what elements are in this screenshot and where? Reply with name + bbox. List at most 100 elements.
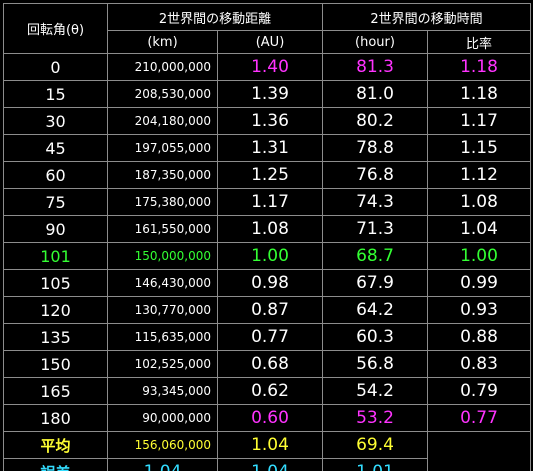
table-row: 150 102,525,000 0.68 56.8 0.83 [3,350,531,378]
header-distance-group: 2世界間の移動距離 [107,3,323,31]
angle-cell: 101 [3,242,108,270]
hour-cell: 54.2 [322,377,428,405]
ratio-cell: 0.88 [427,323,531,351]
average-row: 平均 156,060,000 1.04 69.4 [3,431,531,471]
table-row: 120 130,770,000 0.87 64.2 0.93 [3,296,531,324]
au-cell: 1.00 [217,242,323,270]
angle-cell: 0 [3,53,108,81]
error-hour: 1.01 [322,458,428,471]
hour-cell: 80.2 [322,107,428,135]
hour-cell: 64.2 [322,296,428,324]
km-cell: 210,000,000 [107,53,218,81]
average-km: 156,060,000 [107,431,218,459]
ratio-cell: 1.00 [427,242,531,270]
km-cell: 130,770,000 [107,296,218,324]
average-au: 1.04 [217,431,323,459]
km-cell: 93,345,000 [107,377,218,405]
au-cell: 0.62 [217,377,323,405]
hour-cell: 81.0 [322,80,428,108]
au-cell: 1.31 [217,134,323,162]
hour-cell: 81.3 [322,53,428,81]
au-cell: 1.39 [217,80,323,108]
km-cell: 204,180,000 [107,107,218,135]
km-cell: 102,525,000 [107,350,218,378]
ratio-cell: 0.83 [427,350,531,378]
error-km: 1.04 [107,458,218,471]
ratio-cell: 1.08 [427,188,531,216]
header-unit-km: (km) [107,30,218,54]
error-label: 誤差 [3,458,108,471]
angle-cell: 105 [3,269,108,297]
angle-cell: 45 [3,134,108,162]
angle-cell: 30 [3,107,108,135]
au-cell: 0.68 [217,350,323,378]
angle-cell: 60 [3,161,108,189]
au-cell: 0.77 [217,323,323,351]
hour-cell: 53.2 [322,404,428,432]
km-cell: 187,350,000 [107,161,218,189]
au-cell: 0.98 [217,269,323,297]
hour-cell: 68.7 [322,242,428,270]
km-cell: 150,000,000 [107,242,218,270]
table-row: 135 115,635,000 0.77 60.3 0.88 [3,323,531,351]
table-row: 165 93,345,000 0.62 54.2 0.79 [3,377,531,405]
ratio-cell: 1.15 [427,134,531,162]
angle-cell: 150 [3,350,108,378]
header-unit-hour: (hour) [322,30,428,54]
table-row: 0 210,000,000 1.40 81.3 1.18 [3,53,531,81]
km-cell: 146,430,000 [107,269,218,297]
angle-cell: 75 [3,188,108,216]
angle-cell: 120 [3,296,108,324]
header-time-group: 2世界間の移動時間 [322,3,531,31]
hour-cell: 67.9 [322,269,428,297]
au-cell: 1.08 [217,215,323,243]
km-cell: 175,380,000 [107,188,218,216]
header-angle: 回転角(θ) [3,3,108,54]
ratio-cell: 1.04 [427,215,531,243]
hour-cell: 76.8 [322,161,428,189]
au-cell: 1.17 [217,188,323,216]
au-cell: 0.87 [217,296,323,324]
ratio-cell: 1.18 [427,80,531,108]
table-row: 90 161,550,000 1.08 71.3 1.04 [3,215,531,243]
table-row: 180 90,000,000 0.60 53.2 0.77 [3,404,531,432]
ratio-cell: 0.79 [427,377,531,405]
error-au: 1.04 [217,458,323,471]
ratio-cell: 1.18 [427,53,531,81]
km-cell: 90,000,000 [107,404,218,432]
angle-cell: 90 [3,215,108,243]
header-ratio: 比率 [427,30,531,54]
table-row: 75 175,380,000 1.17 74.3 1.08 [3,188,531,216]
table-row: 30 204,180,000 1.36 80.2 1.17 [3,107,531,135]
angle-cell: 135 [3,323,108,351]
error-row: 誤差1.041.041.01 [3,458,531,471]
au-cell: 0.60 [217,404,323,432]
distance-time-table: 回転角(θ) 2世界間の移動距離 2世界間の移動時間 (km) (AU) (ho… [3,3,531,471]
km-cell: 197,055,000 [107,134,218,162]
km-cell: 161,550,000 [107,215,218,243]
average-label: 平均 [3,431,108,459]
header-row-1: 回転角(θ) 2世界間の移動距離 2世界間の移動時間 [3,3,531,54]
hour-cell: 60.3 [322,323,428,351]
au-cell: 1.25 [217,161,323,189]
ratio-cell: 1.17 [427,107,531,135]
table-row: 60 187,350,000 1.25 76.8 1.12 [3,161,531,189]
au-cell: 1.40 [217,53,323,81]
angle-cell: 15 [3,80,108,108]
hour-cell: 71.3 [322,215,428,243]
table-row: 101 150,000,000 1.00 68.7 1.00 [3,242,531,270]
angle-cell: 165 [3,377,108,405]
hour-cell: 78.8 [322,134,428,162]
table-row: 15 208,530,000 1.39 81.0 1.18 [3,80,531,108]
table-row: 105 146,430,000 0.98 67.9 0.99 [3,269,531,297]
header-unit-au: (AU) [217,30,323,54]
au-cell: 1.36 [217,107,323,135]
km-cell: 208,530,000 [107,80,218,108]
table-row: 45 197,055,000 1.31 78.8 1.15 [3,134,531,162]
angle-cell: 180 [3,404,108,432]
ratio-cell: 0.77 [427,404,531,432]
empty-cell [427,431,531,471]
hour-cell: 74.3 [322,188,428,216]
ratio-cell: 0.93 [427,296,531,324]
